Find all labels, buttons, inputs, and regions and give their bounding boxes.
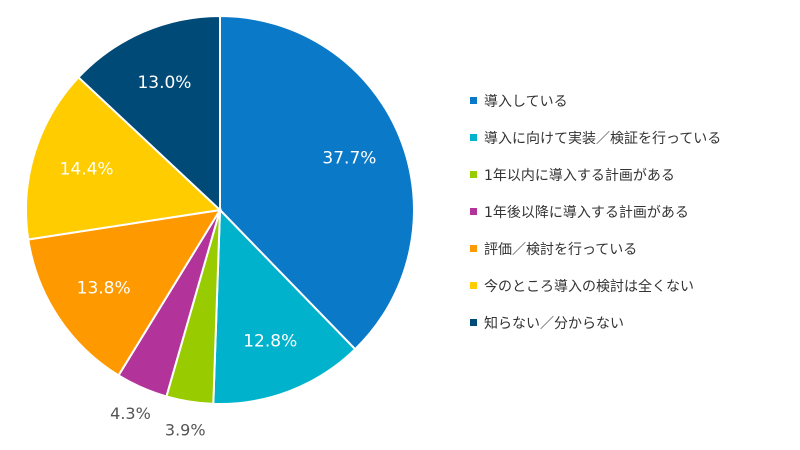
slice-value-label: 3.9% [165,420,206,439]
legend-swatch [470,208,477,215]
legend-swatch [470,319,477,326]
pie-slice [25,75,223,241]
legend-label: 1年後以降に導入する計画がある [484,205,689,221]
slice-value-label: 12.8% [243,331,297,351]
legend-swatch [470,245,477,252]
pie-slices [25,14,415,405]
pie-slice [27,208,222,377]
legend-label: 評価／検討を行っている [484,242,637,258]
slice-value-label: 13.8% [77,278,131,298]
pie-slice [77,14,221,213]
slice-value-label: 13.0% [137,73,191,93]
legend-swatch [470,282,477,289]
legend-swatch [470,97,477,104]
pie-labels: 37.7% 12.8% 3.9% 4.3% 13.8% 14.4% 13.0% [60,73,377,439]
legend-swatch [470,171,477,178]
slice-value-label: 37.7% [322,149,376,169]
slice-value-label: 14.4% [60,160,114,180]
legend-label: 今のところ導入の検討は全くない [484,278,694,295]
legend-label: 知らない／分からない [484,315,624,332]
slice-value-label: 4.3% [110,404,151,423]
legend-swatch [470,134,477,141]
pie-slice [212,207,357,405]
pie-slice [219,14,415,351]
legend-label: 導入している [484,94,568,110]
legend-label: 1年以内に導入する計画がある [484,168,675,184]
legend-label: 導入に向けて実装／検証を行っている [484,131,721,147]
